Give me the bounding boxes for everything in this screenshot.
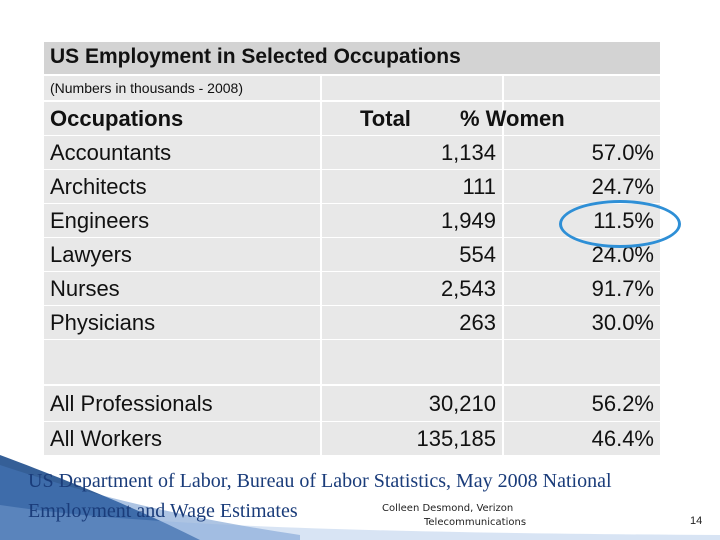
table-row: Physicians 263 30.0%: [44, 306, 660, 339]
header-women: % Women: [460, 106, 565, 131]
occupation-cell: Lawyers: [44, 238, 322, 271]
decorative-swoosh: [0, 455, 720, 540]
summary-row: All Workers 135,185 46.4%: [44, 422, 660, 455]
header-occupations: Occupations: [44, 102, 322, 135]
table-title-row: US Employment in Selected Occupations: [44, 42, 660, 74]
women-cell: 24.7%: [504, 170, 660, 203]
women-cell: 56.2%: [504, 386, 660, 421]
occupation-cell: Architects: [44, 170, 322, 203]
highlight-circle: [559, 200, 681, 248]
spacer-row: [44, 340, 660, 384]
source-citation: US Department of Labor, Bureau of Labor …: [28, 470, 612, 522]
table-subtitle: (Numbers in thousands - 2008): [50, 80, 243, 96]
total-cell: 263: [322, 306, 504, 339]
women-cell: 30.0%: [504, 306, 660, 339]
total-cell: 30,210: [322, 386, 504, 421]
women-cell: 46.4%: [504, 422, 660, 455]
table-subtitle-row: (Numbers in thousands - 2008): [44, 76, 660, 100]
occupation-cell: Nurses: [44, 272, 322, 305]
table-row: Architects 111 24.7%: [44, 170, 660, 203]
total-cell: 1,949: [322, 204, 504, 237]
watermark-line-1: Colleen Desmond, Verizon: [382, 503, 514, 514]
total-cell: 135,185: [322, 422, 504, 455]
women-cell: 91.7%: [504, 272, 660, 305]
summary-row: All Professionals 30,210 56.2%: [44, 386, 660, 421]
table-row: Lawyers 554 24.0%: [44, 238, 660, 271]
occupation-cell: Physicians: [44, 306, 322, 339]
occupation-cell: All Workers: [44, 422, 322, 455]
occupation-cell: Accountants: [44, 136, 322, 169]
table-title: US Employment in Selected Occupations: [50, 45, 461, 68]
table-row: Nurses 2,543 91.7%: [44, 272, 660, 305]
total-cell: 554: [322, 238, 504, 271]
total-cell: 111: [322, 170, 504, 203]
occupation-cell: All Professionals: [44, 386, 322, 421]
table-row: Accountants 1,134 57.0%: [44, 136, 660, 169]
total-cell: 2,543: [322, 272, 504, 305]
total-cell: 1,134: [322, 136, 504, 169]
header-row: Occupations Total % Women: [44, 102, 660, 135]
women-cell: 57.0%: [504, 136, 660, 169]
page-number: 14: [690, 515, 703, 527]
watermark-line-2: Telecommunications: [424, 517, 527, 528]
header-total: Total: [322, 102, 504, 135]
occupation-cell: Engineers: [44, 204, 322, 237]
